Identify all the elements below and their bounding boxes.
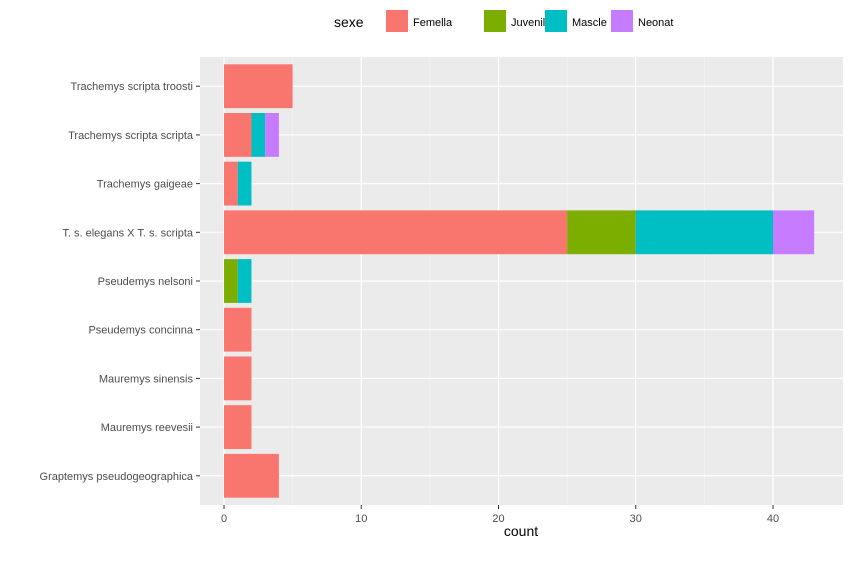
y-tick-label: Mauremys sinensis	[99, 373, 194, 385]
bar-segment-neonat	[773, 210, 815, 255]
bar-segment-femella	[224, 64, 293, 109]
x-tick-label: 0	[221, 513, 227, 525]
x-tick-label: 40	[767, 513, 779, 525]
legend-label: Femella	[413, 17, 453, 29]
legend-label: Mascle	[572, 17, 607, 29]
bar-segment-juvenil	[567, 210, 636, 255]
y-tick-label: T. s. elegans X T. s. scripta	[62, 227, 194, 239]
bar-segment-mascle	[251, 113, 266, 157]
bar-segment-femella	[224, 453, 279, 498]
y-tick-label: Mauremys reevesii	[101, 422, 193, 434]
bar-segment-mascle	[635, 210, 774, 255]
x-axis-title: count	[504, 523, 538, 539]
y-tick-label: Trachemys scripta scripta	[68, 130, 194, 142]
legend-label: Juvenil	[511, 17, 545, 29]
legend-key-mascle	[545, 10, 567, 32]
y-tick-label: Trachemys scripta troosti	[71, 81, 193, 93]
x-tick-label: 20	[492, 513, 504, 525]
x-tick-label: 30	[630, 513, 642, 525]
x-tick-label: 10	[355, 513, 367, 525]
bar-segment-juvenil	[224, 259, 238, 303]
y-tick-label: Trachemys gaigeae	[97, 179, 193, 191]
legend-key-juvenil	[484, 10, 506, 32]
bar-segment-femella	[224, 161, 238, 206]
bar-segment-femella	[224, 210, 568, 255]
legend-key-neonat	[611, 10, 633, 32]
legend-title: sexe	[334, 14, 364, 30]
bar-segment-femella	[224, 113, 252, 157]
bar-segment-mascle	[237, 161, 252, 206]
y-tick-label: Graptemys pseudogeographica	[40, 471, 194, 483]
bar-segment-femella	[224, 307, 252, 352]
legend-key-femella	[386, 10, 408, 32]
legend: sexe Femella Juvenil Mascle Neonat	[334, 10, 673, 32]
legend-label: Neonat	[638, 17, 673, 29]
y-tick-label: Pseudemys concinna	[88, 325, 193, 337]
bar-segment-neonat	[265, 113, 279, 157]
bar-segment-femella	[224, 356, 252, 401]
y-tick-label: Pseudemys nelsoni	[98, 276, 193, 288]
bar-segment-femella	[224, 405, 252, 449]
bar-segment-mascle	[237, 259, 252, 303]
